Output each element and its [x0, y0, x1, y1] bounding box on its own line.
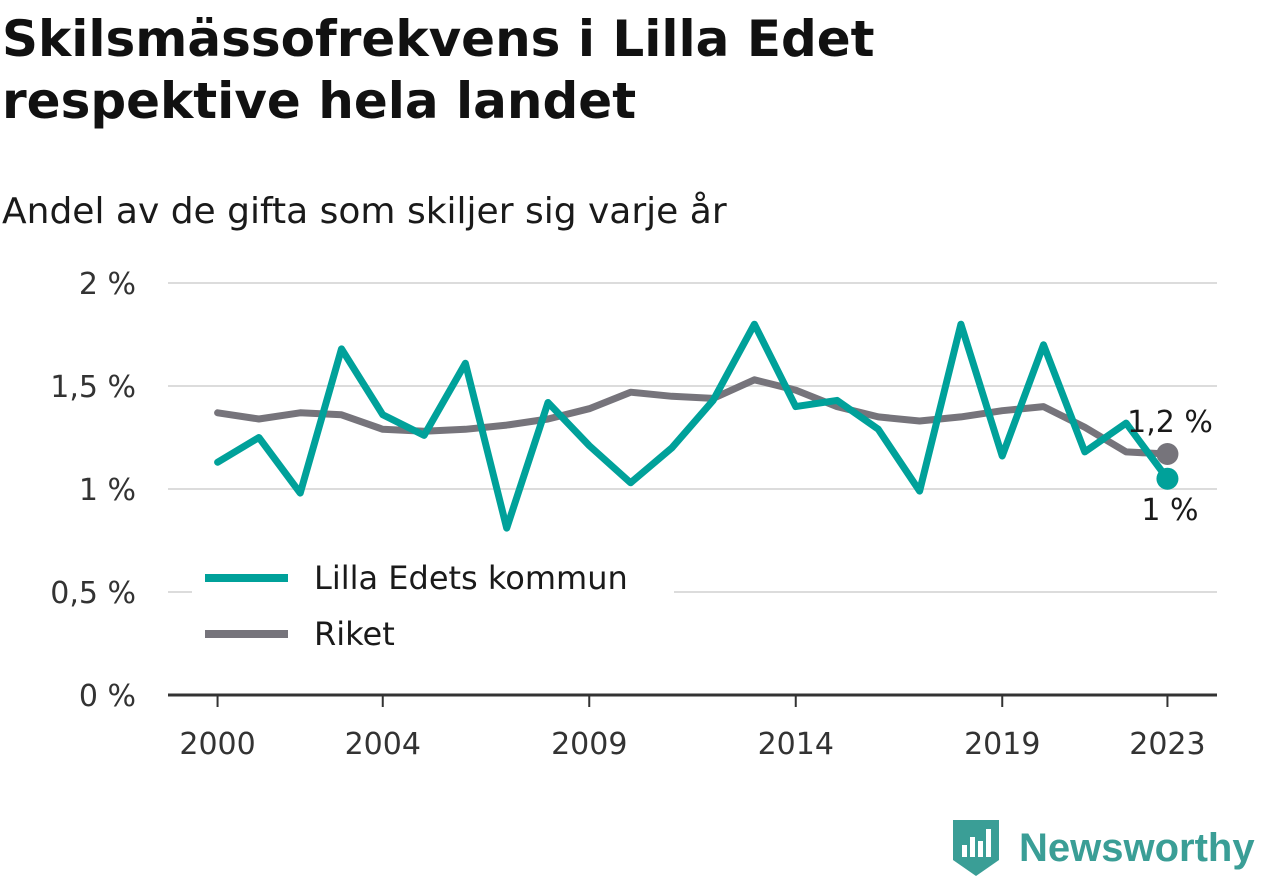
y-tick-label: 1,5 % — [50, 370, 136, 405]
x-tick-label: 2019 — [964, 727, 1040, 762]
chart-title: Skilsmässofrekvens i Lilla Edet respekti… — [2, 10, 875, 130]
x-tick-label: 2004 — [345, 727, 421, 762]
series-line-lilla-edet — [214, 320, 1171, 532]
x-tick-label: 2000 — [179, 727, 255, 762]
y-tick-label: 0 % — [79, 679, 136, 714]
series-line-riket — [214, 376, 1171, 458]
x-tick-label: 2014 — [758, 727, 834, 762]
legend-label-riket: Riket — [314, 615, 395, 653]
end-label-riket: 1,2 % — [1127, 405, 1213, 440]
end-point-lilla-edet — [1156, 467, 1179, 490]
y-tick-label: 1 % — [79, 473, 136, 508]
y-tick-label: 0,5 % — [50, 576, 136, 611]
x-tick-label: 2009 — [551, 727, 627, 762]
legend-label-lilla-edet: Lilla Edets kommun — [314, 559, 628, 597]
end-label-lilla-edet: 1 % — [1141, 493, 1198, 528]
brand-logo: Newsworthy — [951, 818, 1255, 878]
newsworthy-logo-icon — [953, 820, 999, 876]
y-tick-label: 2 % — [79, 267, 136, 302]
chart-subtitle: Andel av de gifta som skiljer sig varje … — [2, 191, 727, 232]
x-tick-label: 2023 — [1129, 727, 1205, 762]
end-point-riket — [1156, 442, 1179, 465]
legend-background — [192, 548, 674, 666]
brand-name: Newsworthy — [1019, 825, 1255, 870]
